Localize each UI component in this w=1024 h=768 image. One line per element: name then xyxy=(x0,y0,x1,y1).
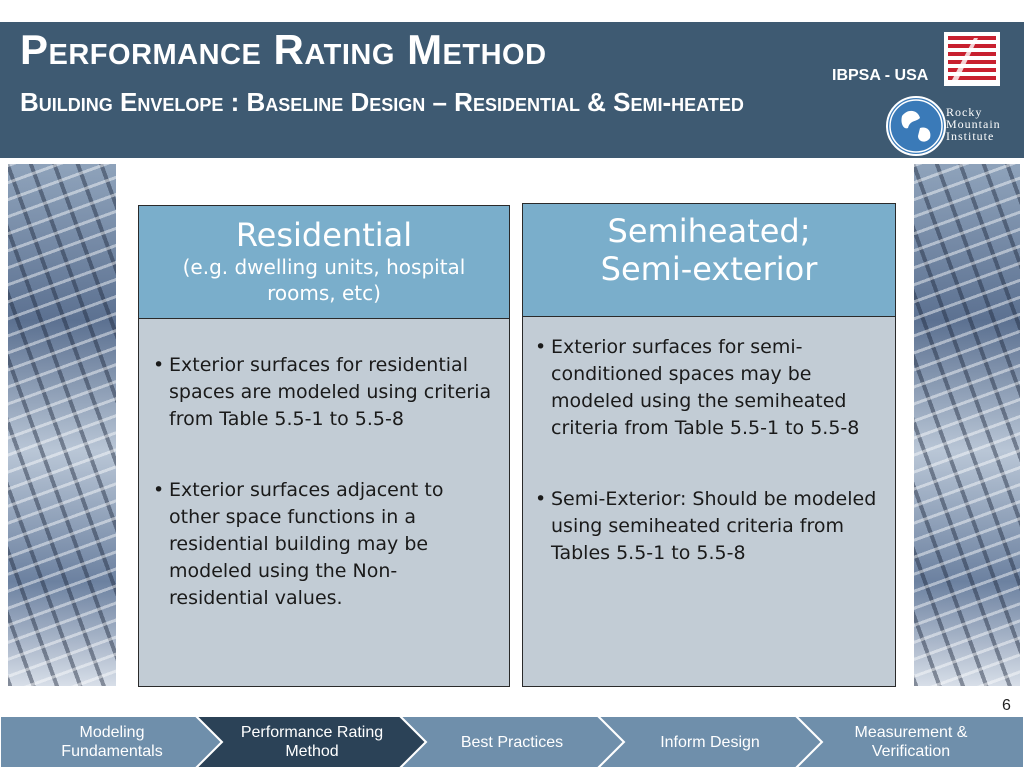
rmi-logo-text: Rocky Mountain Institute xyxy=(946,105,1001,143)
page-number: 6 xyxy=(1002,697,1011,714)
residential-bullet-1: Exterior surfaces for residential spaces… xyxy=(153,352,495,433)
slide-header: Performance Rating Method Building Envel… xyxy=(0,22,1024,158)
residential-column-header: Residential (e.g. dwelling units, hospit… xyxy=(139,206,509,319)
nav-performance-rating-method[interactable]: Performance Rating Method xyxy=(240,724,384,760)
semiheated-bullet-1: Exterior surfaces for semi-conditioned s… xyxy=(535,334,883,442)
nav-chevron-3[interactable] xyxy=(398,716,626,768)
semiheated-column-header: Semiheated; Semi-exterior xyxy=(523,204,895,317)
nav-measurement-verification[interactable]: Measurement & Verification xyxy=(854,724,968,760)
nav-chevron-5[interactable] xyxy=(794,716,1024,768)
building-photo-left xyxy=(8,164,116,686)
ibpsa-flag-logo-icon xyxy=(944,32,1000,86)
nav-chevron-2[interactable] xyxy=(194,716,428,768)
nav-best-practices[interactable]: Best Practices xyxy=(460,733,564,751)
nav-inform-design[interactable]: Inform Design xyxy=(660,733,760,751)
semiheated-heading: Semiheated; Semi-exterior xyxy=(600,212,818,288)
residential-heading: Residential xyxy=(235,216,413,254)
residential-subheading: (e.g. dwelling units, hospital rooms, et… xyxy=(182,255,466,305)
org-label: IBPSA - USA xyxy=(832,67,929,84)
nav-chevron-4[interactable] xyxy=(596,716,824,768)
semiheated-bullet-2: Semi-Exterior: Should be modeled using s… xyxy=(535,486,883,567)
nav-chevrons xyxy=(0,716,1024,768)
section-nav: Modeling Fundamentals Performance Rating… xyxy=(0,716,1024,768)
semiheated-column-body: Exterior surfaces for semi-conditioned s… xyxy=(523,334,895,595)
rmi-globe-logo-icon xyxy=(886,96,946,156)
slide-subtitle: Building Envelope : Baseline Design – Re… xyxy=(20,87,744,117)
building-photo-right xyxy=(914,164,1020,686)
slide-title: Performance Rating Method xyxy=(20,26,547,73)
residential-column: Residential (e.g. dwelling units, hospit… xyxy=(138,205,510,687)
semiheated-column: Semiheated; Semi-exterior Exterior surfa… xyxy=(522,203,896,687)
residential-bullet-2: Exterior surfaces adjacent to other spac… xyxy=(153,477,495,612)
residential-column-body: Exterior surfaces for residential spaces… xyxy=(139,352,509,640)
nav-modeling-fundamentals[interactable]: Modeling Fundamentals xyxy=(61,724,163,760)
